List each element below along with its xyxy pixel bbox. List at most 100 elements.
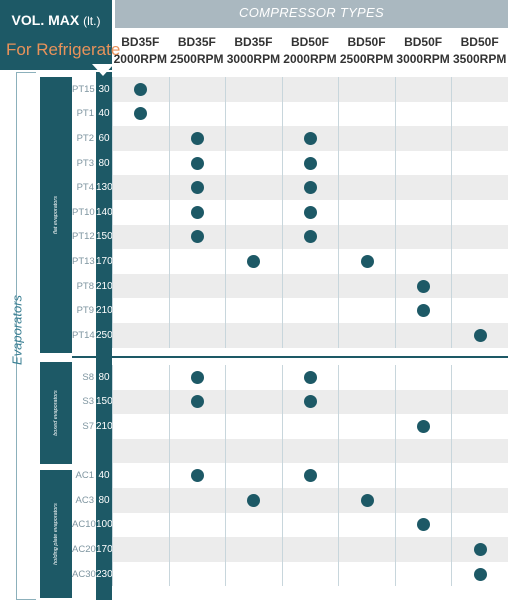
table-cell — [168, 175, 226, 200]
evaporator-code: AC20 — [72, 543, 96, 555]
table-cell — [451, 488, 508, 513]
table-cell — [338, 298, 395, 323]
table-cell — [168, 200, 226, 225]
table-cell — [451, 150, 508, 176]
compatibility-dot — [303, 469, 317, 483]
compatibility-dot — [190, 131, 204, 145]
compatibility-dot — [247, 254, 261, 268]
column-header: BD35F 3000RPM — [225, 32, 282, 72]
table-row: S8 80 — [72, 365, 508, 390]
row-cells — [112, 126, 508, 151]
table-cell — [225, 414, 282, 439]
row-cells — [112, 323, 508, 348]
table-cell — [338, 389, 395, 415]
table-cell — [451, 126, 508, 151]
compatibility-dot — [303, 156, 317, 170]
table-cell — [338, 438, 395, 464]
table-cell — [225, 438, 282, 464]
table-cell — [168, 77, 226, 102]
column-rpm: 2500RPM — [170, 52, 224, 66]
table-cell — [451, 512, 508, 538]
table-row: AC3 80 — [72, 488, 508, 513]
volume-value: 170 — [96, 543, 113, 555]
column-rpm: 3000RPM — [396, 52, 450, 66]
table-cell — [225, 126, 282, 151]
compatibility-dot — [417, 518, 431, 532]
table-cell — [225, 200, 282, 225]
table-cell — [338, 150, 395, 176]
table-cell — [281, 537, 339, 562]
evaporators-label: Evaporators — [9, 294, 25, 366]
table-cell — [338, 488, 395, 513]
row-cells — [112, 365, 508, 390]
volume-value: 170 — [96, 255, 113, 267]
header-notch — [92, 64, 114, 76]
table-cell — [112, 389, 169, 415]
volume-value: 60 — [98, 132, 110, 144]
table-cell — [225, 537, 282, 562]
table-cell — [281, 175, 339, 200]
table-cell — [168, 414, 226, 439]
table-cell — [451, 463, 508, 488]
volume-column-bar-bottom — [96, 358, 112, 600]
column-rpm: 2000RPM — [113, 52, 167, 66]
evaporator-code: PT12 — [72, 231, 95, 243]
table-cell — [451, 537, 508, 562]
compatibility-dot — [417, 304, 431, 318]
column-model: BD50F — [460, 35, 499, 49]
table-cell — [338, 101, 395, 127]
row-cells — [112, 414, 508, 439]
column-model: BD35F — [121, 35, 160, 49]
compatibility-dot — [303, 131, 317, 145]
table-cell — [394, 298, 452, 323]
section-separator — [72, 356, 508, 358]
table-cell — [338, 224, 395, 250]
group-label: flat evaporators — [53, 196, 59, 234]
table-cell — [394, 101, 452, 127]
table-cell — [112, 561, 169, 587]
compatibility-dot — [134, 107, 148, 121]
column-rpm: 3000RPM — [226, 52, 281, 66]
table-cell — [281, 323, 339, 348]
table-cell — [112, 101, 169, 127]
table-cell — [112, 463, 169, 488]
table-cell — [225, 249, 282, 274]
table-cell — [112, 323, 169, 348]
table-cell — [225, 150, 282, 176]
table-cell — [451, 323, 508, 348]
evaporator-code: PT13 — [72, 255, 95, 267]
evaporator-code: PT8 — [76, 280, 94, 292]
evaporator-code: PT14 — [72, 329, 95, 341]
column-rpm: 3500RPM — [452, 52, 507, 66]
table-cell — [168, 150, 226, 176]
column-rpm: 2000RPM — [283, 52, 337, 66]
compatibility-dot — [473, 567, 487, 581]
table-cell — [394, 200, 452, 225]
table-cell — [225, 561, 282, 587]
row-cells — [112, 537, 508, 562]
table-row: AC30 230 — [72, 561, 508, 587]
table-cell — [281, 389, 339, 415]
table-cell — [394, 438, 452, 464]
compatibility-dot — [417, 279, 431, 293]
volume-value: 40 — [98, 108, 110, 120]
table-cell — [394, 323, 452, 348]
table-cell — [112, 488, 169, 513]
table-cell — [281, 150, 339, 176]
table-cell — [225, 389, 282, 415]
table-cell — [451, 200, 508, 225]
volume-value: 210 — [96, 305, 113, 317]
table-row: PT9 210 — [72, 298, 508, 323]
table-cell — [281, 273, 339, 299]
column-model: BD35F — [234, 35, 273, 49]
table-cell — [281, 561, 339, 587]
vol-unit-label: (lt.) — [83, 14, 101, 28]
volume-value: 130 — [96, 182, 113, 194]
table-cell — [225, 365, 282, 390]
table-cell — [112, 77, 169, 102]
compatibility-dot — [360, 493, 374, 507]
evaporator-code: S3 — [82, 396, 94, 408]
evaporator-code: PT1 — [76, 108, 94, 120]
table-cell — [112, 126, 169, 151]
evaporator-code: S8 — [82, 371, 94, 383]
